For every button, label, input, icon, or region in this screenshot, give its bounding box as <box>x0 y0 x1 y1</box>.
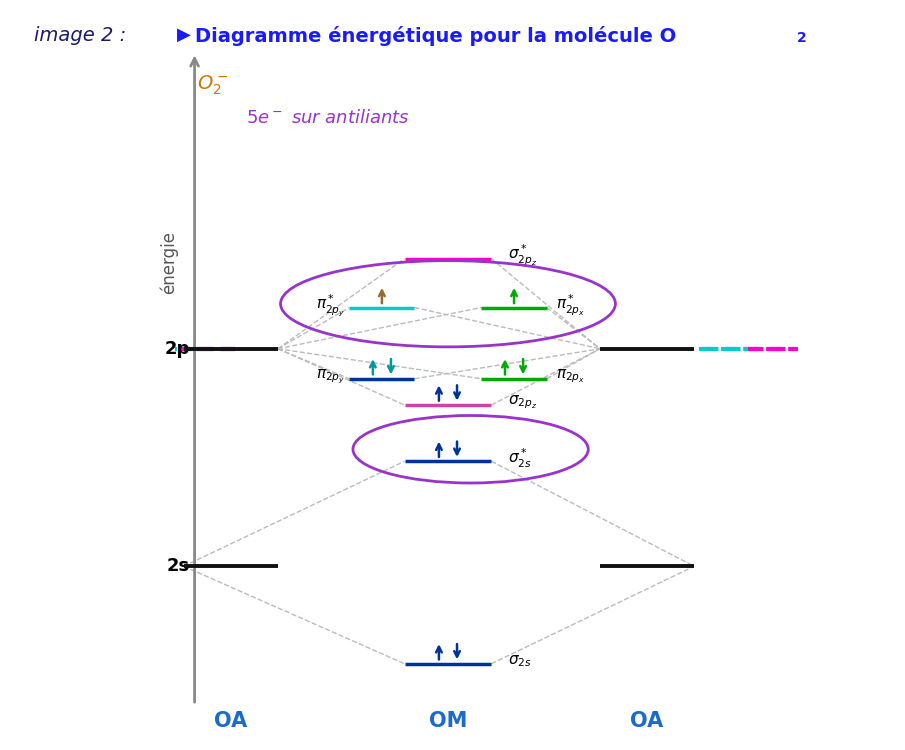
Text: énergie: énergie <box>160 231 178 294</box>
Text: image 2 :: image 2 : <box>34 26 127 45</box>
Text: $O_2^-$: $O_2^-$ <box>197 74 229 97</box>
Text: $\sigma_{2p_z}$: $\sigma_{2p_z}$ <box>508 393 537 411</box>
Text: $\sigma_{2s}$: $\sigma_{2s}$ <box>508 653 531 668</box>
Text: $\sigma^*_{2p_z}$: $\sigma^*_{2p_z}$ <box>508 243 537 268</box>
Text: $5e^-$ sur antiliants: $5e^-$ sur antiliants <box>246 109 410 127</box>
Text: 2s: 2s <box>167 557 190 575</box>
Text: $\pi^*_{2p_x}$: $\pi^*_{2p_x}$ <box>556 292 585 318</box>
Text: 2: 2 <box>797 32 807 46</box>
Text: $\pi^*_{2p_y}$: $\pi^*_{2p_y}$ <box>316 292 345 318</box>
Text: OM: OM <box>429 711 467 731</box>
Text: Diagramme énergétique pour la molécule O: Diagramme énergétique pour la molécule O <box>195 26 676 46</box>
Text: ▶: ▶ <box>176 26 190 44</box>
Text: $\sigma^*_{2s}$: $\sigma^*_{2s}$ <box>508 447 531 470</box>
Text: OA: OA <box>631 711 663 731</box>
Text: $\pi_{2p_x}$: $\pi_{2p_x}$ <box>556 368 585 386</box>
Text: OA: OA <box>214 711 247 731</box>
Text: $\pi_{2p_y}$: $\pi_{2p_y}$ <box>316 368 345 386</box>
Text: 2p: 2p <box>165 340 190 358</box>
